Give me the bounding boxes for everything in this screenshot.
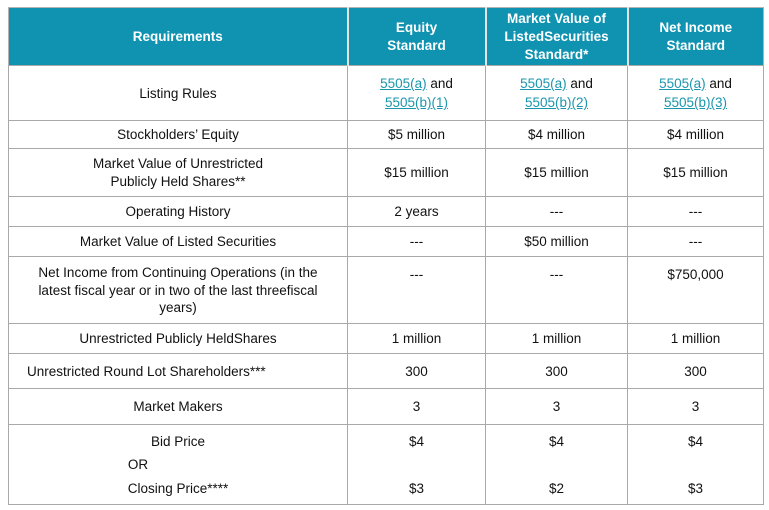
cell-value: 1 million xyxy=(627,323,764,355)
cell-listing-rules-market-value: 5505(a) and 5505(b)(2) xyxy=(485,65,628,122)
cell-listing-rules-equity: 5505(a) and 5505(b)(1) xyxy=(347,65,486,122)
rule-5505b2-link[interactable]: 5505(b)(2) xyxy=(524,95,589,111)
header-requirements: Requirements xyxy=(8,6,349,67)
rule-5505b1-link[interactable]: 5505(b)(1) xyxy=(384,95,449,111)
row-label: Market Makers xyxy=(8,388,348,426)
row-unrestricted-round-lot-shareholders: Unrestricted Round Lot Shareholders*** 3… xyxy=(8,353,764,390)
header-row: Requirements Equity Standard Market Valu… xyxy=(8,6,764,67)
cell-value: 2 years xyxy=(347,196,486,228)
row-label-listing-rules: Listing Rules xyxy=(8,65,348,122)
rule-5505b3-link[interactable]: 5505(b)(3) xyxy=(663,95,728,111)
cell-value: $5 million xyxy=(347,120,486,150)
row-market-value-unrestricted-shares: Market Value of Unrestricted Publicly He… xyxy=(8,148,764,198)
header-market-value-listed-securities-standard: Market Value of ListedSecurities Standar… xyxy=(484,6,629,67)
cell-value: $15 million xyxy=(347,148,486,198)
cell-value: 300 xyxy=(485,353,628,390)
header-net-income-standard: Net Income Standard xyxy=(626,6,764,67)
row-market-makers: Market Makers 3 3 3 xyxy=(8,388,764,426)
rule-5505a-link[interactable]: 5505(a) xyxy=(659,75,706,91)
row-label: Operating History xyxy=(8,196,348,228)
cell-listing-rules-net-income: 5505(a) and 5505(b)(3) xyxy=(627,65,764,122)
rule-5505a-link[interactable]: 5505(a) xyxy=(520,75,567,91)
row-stockholders-equity: Stockholders’ Equity $5 million $4 milli… xyxy=(8,120,764,150)
conjunction-text: and xyxy=(709,75,732,91)
cell-price-market-value: $4 $2 xyxy=(485,424,628,506)
closing-price-label: Closing Price**** xyxy=(127,480,229,496)
cell-value: --- xyxy=(485,196,628,228)
cell-value: $50 million xyxy=(485,226,628,258)
row-market-value-listed-securities: Market Value of Listed Securities --- $5… xyxy=(8,226,764,258)
cell-price-net-income: $4 $3 xyxy=(627,424,764,506)
row-label: Stockholders’ Equity xyxy=(8,120,348,150)
row-unrestricted-publicly-held-shares: Unrestricted Publicly HeldShares 1 milli… xyxy=(8,323,764,355)
cell-value: 1 million xyxy=(485,323,628,355)
row-label-price: Bid Price OR Closing Price**** xyxy=(8,424,348,506)
closing-price-value: $2 xyxy=(548,480,565,496)
cell-value: 300 xyxy=(347,353,486,390)
row-label: Unrestricted Round Lot Shareholders*** xyxy=(8,353,348,390)
cell-value: 1 million xyxy=(347,323,486,355)
bid-price-value: $4 xyxy=(687,433,704,449)
cell-value: $4 million xyxy=(485,120,628,150)
bid-price-value: $4 xyxy=(548,433,565,449)
row-net-income-continuing-operations: Net Income from Continuing Operations (i… xyxy=(8,256,764,325)
conjunction-text: and xyxy=(430,75,453,91)
cell-value: --- xyxy=(347,256,486,325)
cell-value: 3 xyxy=(485,388,628,426)
cell-value: $15 million xyxy=(627,148,764,198)
cell-value: 3 xyxy=(347,388,486,426)
or-label: OR xyxy=(127,457,149,473)
closing-price-value: $3 xyxy=(687,480,704,496)
row-label: Unrestricted Publicly HeldShares xyxy=(8,323,348,355)
bid-price-value: $4 xyxy=(408,433,425,449)
row-bid-closing-price: Bid Price OR Closing Price**** $4 $3 $4 … xyxy=(8,424,764,506)
rule-5505a-link[interactable]: 5505(a) xyxy=(380,75,427,91)
cell-value: $15 million xyxy=(485,148,628,198)
cell-value: $750,000 xyxy=(627,256,764,325)
row-label: Market Value of Listed Securities xyxy=(8,226,348,258)
cell-value: --- xyxy=(485,256,628,325)
row-listing-rules: Listing Rules 5505(a) and 5505(b)(1) 550… xyxy=(8,65,764,122)
row-operating-history: Operating History 2 years --- --- xyxy=(8,196,764,228)
bid-price-label: Bid Price xyxy=(150,433,206,449)
cell-value: --- xyxy=(627,226,764,258)
cell-price-equity: $4 $3 xyxy=(347,424,486,506)
cell-value: --- xyxy=(347,226,486,258)
closing-price-value: $3 xyxy=(408,480,425,496)
cell-value: 3 xyxy=(627,388,764,426)
cell-value: --- xyxy=(627,196,764,228)
listing-requirements-table: Requirements Equity Standard Market Valu… xyxy=(8,6,764,506)
row-label: Market Value of Unrestricted Publicly He… xyxy=(8,148,348,198)
row-label: Net Income from Continuing Operations (i… xyxy=(8,256,348,325)
cell-value: $4 million xyxy=(627,120,764,150)
cell-value: 300 xyxy=(627,353,764,390)
header-equity-standard: Equity Standard xyxy=(346,6,487,67)
conjunction-text: and xyxy=(570,75,593,91)
